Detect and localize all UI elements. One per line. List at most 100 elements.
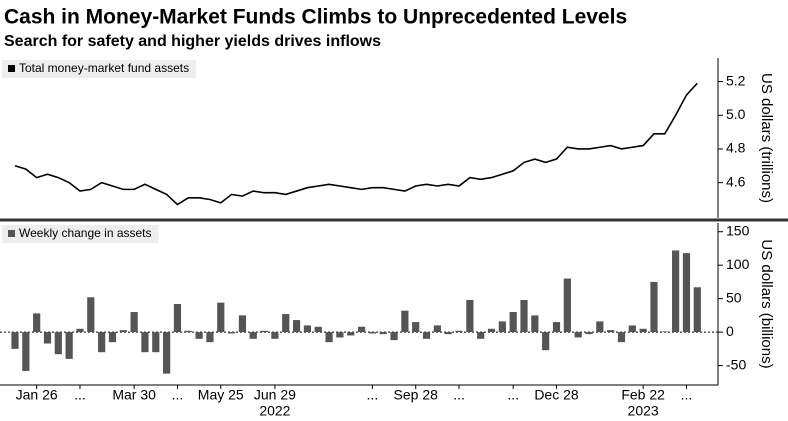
bar [152, 332, 160, 353]
x-tick-label: ... [74, 387, 86, 403]
chart-subtitle: Search for safety and higher yields driv… [4, 33, 381, 50]
y-tick-label: -50 [726, 356, 746, 372]
bar [108, 332, 117, 343]
bar [693, 287, 701, 333]
bar [379, 332, 387, 335]
bar [466, 299, 474, 333]
bar [347, 332, 355, 336]
bar [639, 328, 647, 333]
line [14, 82, 698, 206]
bar [249, 332, 257, 339]
x-tick-label: Dec 28 [534, 387, 579, 403]
bar [585, 332, 593, 335]
x-tick-label: ... [367, 387, 379, 403]
legend-swatch [8, 230, 15, 237]
y-tick-label: 4.8 [726, 140, 746, 156]
bar [195, 332, 203, 339]
x-tick-label: Mar 30 [112, 387, 156, 403]
x-tick-label: ... [507, 387, 519, 403]
bar [628, 325, 636, 333]
bar [98, 332, 106, 353]
x-tick-label: Feb 22 [621, 387, 665, 403]
bar [509, 312, 517, 333]
legend-label: Total money-market fund assets [19, 61, 189, 75]
bar [422, 332, 431, 339]
y-tick-label: 5.2 [726, 72, 746, 88]
bar [282, 314, 290, 333]
bar [444, 332, 452, 335]
bar [487, 328, 496, 333]
bar [661, 331, 669, 333]
chart-title: Cash in Money-Market Funds Climbs to Unp… [4, 6, 627, 29]
bar [357, 326, 366, 333]
bar [228, 332, 236, 334]
bar [607, 330, 615, 333]
bar [54, 332, 62, 355]
x-tick-label: Jan 26 [16, 387, 58, 403]
bar [542, 332, 550, 351]
bar [412, 322, 420, 333]
bar [682, 253, 691, 333]
legend-swatch [8, 65, 15, 72]
y-tick-label: 150 [726, 222, 750, 238]
bar [33, 313, 41, 333]
bar [520, 299, 528, 333]
bar [314, 326, 322, 333]
x-tick-label: ... [172, 387, 184, 403]
legend-label: Weekly change in assets [19, 226, 152, 240]
bar [563, 278, 571, 333]
x-year-label: 2022 [259, 403, 290, 419]
bar [238, 315, 247, 333]
bar [87, 297, 95, 333]
bar [325, 332, 333, 343]
bar [531, 315, 539, 333]
x-year-label: 2023 [628, 403, 659, 419]
bar [455, 330, 463, 333]
bar [163, 332, 171, 374]
legend-background [2, 60, 197, 78]
bar [617, 332, 626, 343]
bar [401, 310, 409, 333]
bar [368, 332, 376, 334]
bar [650, 281, 658, 333]
bar [22, 332, 30, 371]
bar [184, 330, 192, 333]
bar [336, 332, 344, 338]
y-tick-label: 5.0 [726, 106, 746, 122]
bar [206, 332, 214, 343]
bar [65, 332, 73, 359]
x-tick-label: Sep 28 [394, 387, 439, 403]
bar [260, 330, 268, 333]
bar [390, 332, 398, 341]
y-tick-label: 0 [726, 323, 734, 339]
bar [596, 321, 604, 333]
y-axis-title: US dollars (billions) [758, 239, 775, 368]
x-tick-label: ... [453, 387, 465, 403]
bar [76, 328, 84, 333]
bar [477, 332, 485, 339]
bar [217, 302, 225, 333]
legend-background [2, 225, 159, 243]
y-axis-title: US dollars (trillions) [758, 73, 775, 203]
y-tick-label: 50 [726, 289, 742, 305]
bar [672, 250, 680, 333]
x-tick-label: Jun 29 [254, 387, 296, 403]
bar [173, 304, 182, 333]
bar [43, 332, 52, 344]
bar [303, 325, 312, 333]
y-tick-label: 4.6 [726, 173, 746, 189]
bar [552, 322, 561, 333]
bar [130, 312, 138, 333]
bar [119, 330, 127, 333]
bar [574, 332, 582, 338]
bar [141, 332, 149, 353]
bar [498, 321, 506, 333]
bar [271, 332, 279, 339]
x-tick-label: ... [681, 387, 693, 403]
bar [433, 325, 441, 333]
x-tick-label: May 25 [198, 387, 244, 403]
bar [292, 320, 301, 333]
bar [11, 332, 19, 349]
y-tick-label: 100 [726, 256, 750, 272]
